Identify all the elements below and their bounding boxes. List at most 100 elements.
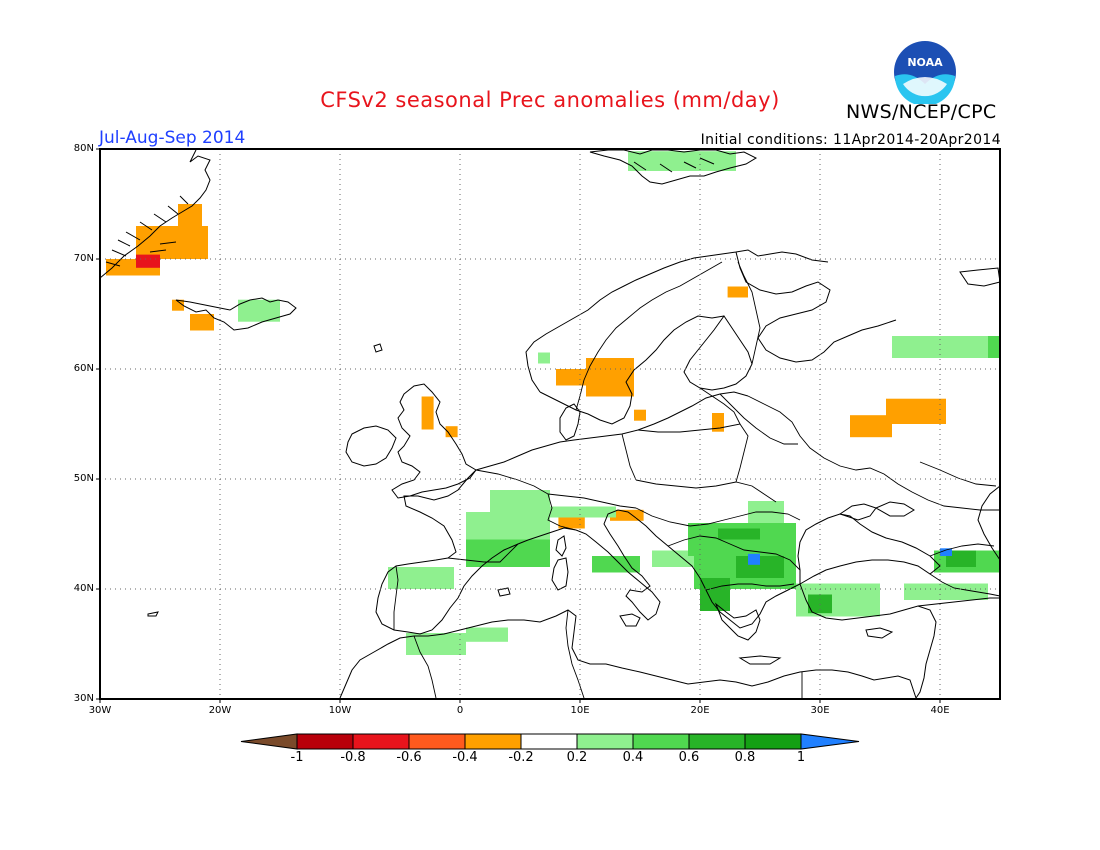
lon-label: 30W (88, 705, 112, 716)
coastline-jan-mayen (147, 611, 159, 617)
lon-label: 30E (810, 705, 830, 716)
coastline-balearic (497, 587, 511, 597)
map-title-text: CFSv2 seasonal Prec anomalies (mm/day) (320, 88, 780, 112)
anomaly-cell-25 (592, 556, 640, 573)
anomaly-cell-17 (610, 509, 644, 521)
coastline-crimea (838, 503, 877, 521)
border-algeria-tunisia (565, 609, 585, 699)
anomaly-cell-5 (190, 314, 214, 331)
map-frame (99, 148, 1001, 700)
border-greece-north (705, 583, 795, 591)
anomaly-cell-6 (238, 299, 280, 322)
anomaly-cell-33 (748, 553, 760, 565)
border-spain-portugal (393, 565, 399, 630)
colorbar-arrow-high (800, 733, 860, 750)
coastline-italy (575, 509, 661, 621)
agency-label: NWS/NCEP/CPC (846, 101, 997, 123)
coastline-caspian (977, 485, 1001, 561)
anomaly-cell-15 (886, 398, 946, 424)
border-algeria-morocco (413, 635, 437, 699)
anomaly-cell-12 (712, 413, 724, 432)
coastline-adriatic-balkans (635, 517, 801, 629)
anomaly-cell-39 (940, 548, 952, 556)
anomaly-cell-20 (490, 490, 550, 512)
coastline-corsica (555, 535, 567, 557)
border-germany-poland (621, 433, 637, 481)
border-finland-russia (737, 261, 761, 365)
coastline-north-africa (339, 609, 917, 699)
anomaly-cell-22 (406, 633, 466, 655)
colorbar-label: -0.6 (396, 750, 422, 765)
coastline-iberia (375, 543, 519, 635)
colorbar-label: 0.8 (734, 750, 756, 765)
anomaly-cell-42 (628, 151, 736, 171)
country-borders (393, 261, 1001, 699)
lon-label: 0 (456, 705, 464, 716)
border-norway-sweden (575, 261, 723, 411)
coastline-azov (874, 501, 915, 517)
anomaly-cell-23 (466, 627, 508, 642)
anomaly-cell-16 (558, 516, 585, 529)
colorbar-label: 0.6 (678, 750, 700, 765)
colorbar (240, 733, 860, 750)
colorbar-label: -0.8 (340, 750, 366, 765)
coastline-greenland-fjords (105, 195, 189, 267)
lon-label: 10W (328, 705, 352, 716)
lon-label: 20W (208, 705, 232, 716)
coastline-faroe (373, 343, 383, 353)
border-central-europe (635, 479, 777, 503)
lat-lon-grid (100, 149, 1000, 699)
anomaly-cell-4 (172, 299, 184, 311)
colorbar-segment-8 (688, 733, 746, 750)
border-balkans (667, 535, 801, 571)
anomaly-cell-14 (850, 415, 892, 438)
colorbar-label: -0.2 (508, 750, 534, 765)
anomaly-cell-24 (544, 506, 616, 518)
anomaly-cell-36 (904, 583, 988, 600)
anomaly-cell-11 (634, 409, 646, 421)
coastline-great-britain (391, 383, 477, 499)
anomaly-cell-35 (808, 594, 832, 614)
coastline-greenland (99, 149, 211, 279)
coastline-greece (714, 602, 761, 641)
coastline-crete (738, 655, 782, 665)
lat-label: 40N (73, 583, 94, 594)
lon-label: 20E (690, 705, 710, 716)
season-label: Jul-Aug-Sep 2014 (99, 128, 246, 148)
colorbar-segment-9 (744, 733, 802, 750)
coastline-finland (683, 315, 753, 391)
colorbar-label: -0.4 (452, 750, 478, 765)
lat-label: 80N (73, 143, 94, 154)
anomaly-regions (106, 151, 1000, 655)
coastline-ireland (345, 425, 397, 467)
coastline-svalbard-fjords (633, 157, 715, 173)
border-ukraine-russia (747, 395, 1000, 511)
anomaly-cell-38 (946, 550, 976, 567)
anomaly-cell-10 (586, 358, 634, 397)
colorbar-label: 1 (796, 750, 806, 765)
anomaly-cell-40 (892, 336, 1000, 358)
coastline-france-atlantic (403, 469, 477, 559)
coastline-novaya (959, 267, 1001, 287)
anomaly-cell-8 (445, 426, 458, 438)
border-turkey-syria (917, 597, 1000, 607)
noaa-logo: NOAA (893, 40, 957, 106)
border-russia-kazakh (919, 461, 997, 487)
lon-label: 10E (570, 705, 590, 716)
colorbar-label: -1 (290, 750, 304, 765)
coastline-iceland (175, 297, 297, 331)
border-belarus (719, 393, 798, 445)
anomaly-cell-21 (466, 539, 550, 567)
anomaly-cell-7 (421, 396, 434, 430)
border-germany-austria (547, 493, 637, 509)
anomaly-cell-32 (718, 528, 760, 540)
border-poland-east (637, 423, 749, 483)
coastline-norway (525, 249, 829, 393)
coastline-gulf-of-lion (517, 527, 577, 545)
colorbar-label: 0.2 (566, 750, 588, 765)
border-turkey-east (929, 573, 1001, 597)
coastline-sardinia (551, 557, 569, 591)
border-caucasus (929, 543, 995, 557)
colorbar-segment-5 (520, 733, 578, 750)
anomaly-cell-13 (727, 286, 748, 298)
